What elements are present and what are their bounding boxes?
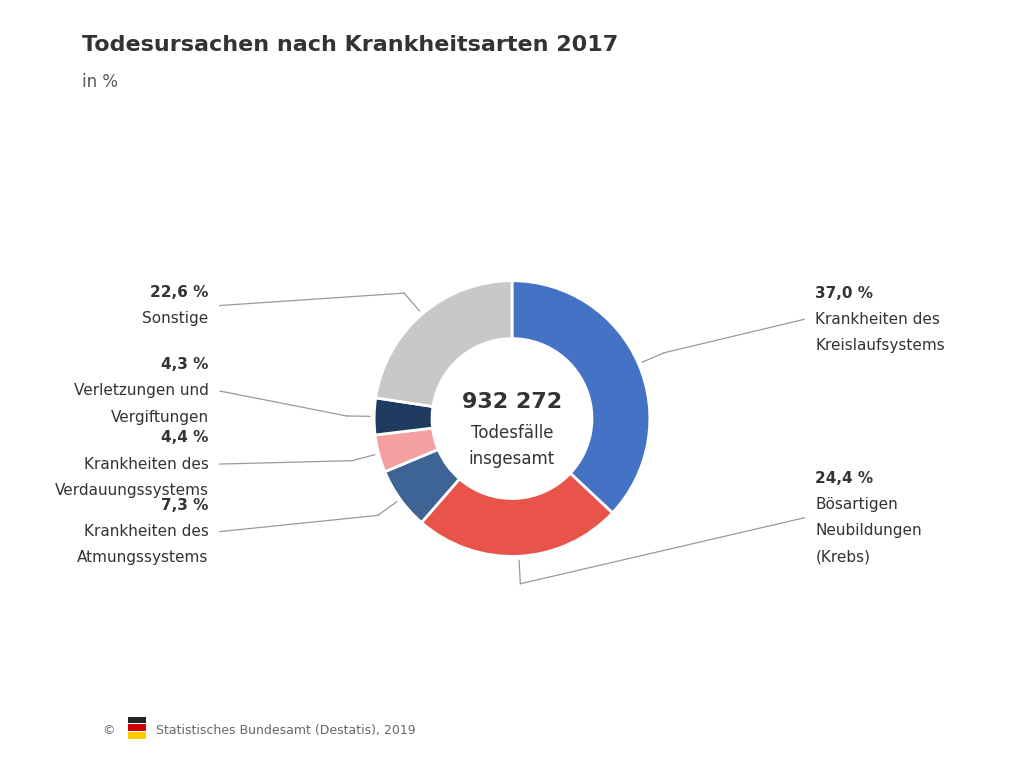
Text: 7,3 %: 7,3 % (162, 498, 209, 513)
Text: Krankheiten des: Krankheiten des (84, 456, 209, 472)
Wedge shape (422, 473, 612, 556)
Wedge shape (375, 428, 438, 472)
Wedge shape (376, 281, 512, 406)
Text: Verdauungssystems: Verdauungssystems (54, 483, 209, 498)
Wedge shape (512, 281, 650, 513)
Wedge shape (385, 449, 460, 522)
Text: 22,6 %: 22,6 % (151, 285, 209, 300)
Text: 24,4 %: 24,4 % (815, 471, 873, 486)
Text: Krankheiten des: Krankheiten des (84, 524, 209, 539)
Text: Todesfälle
insgesamt: Todesfälle insgesamt (469, 424, 555, 468)
Text: Statistisches Bundesamt (Destatis), 2019: Statistisches Bundesamt (Destatis), 2019 (156, 724, 416, 737)
Text: ©: © (102, 724, 115, 737)
Text: in %: in % (82, 73, 118, 91)
Text: Krankheiten des: Krankheiten des (815, 312, 940, 327)
Wedge shape (374, 398, 433, 435)
Text: Sonstige: Sonstige (142, 311, 209, 326)
Text: 4,3 %: 4,3 % (162, 357, 209, 372)
Text: Vergiftungen: Vergiftungen (111, 409, 209, 425)
Text: Verletzungen und: Verletzungen und (74, 383, 209, 399)
Text: Todesursachen nach Krankheitsarten 2017: Todesursachen nach Krankheitsarten 2017 (82, 35, 618, 55)
Text: Bösartigen: Bösartigen (815, 497, 898, 512)
Text: 37,0 %: 37,0 % (815, 286, 873, 300)
Text: 932 272: 932 272 (462, 392, 562, 412)
Text: Atmungssystems: Atmungssystems (78, 551, 209, 565)
Text: (Krebs): (Krebs) (815, 550, 870, 564)
Text: Neubildungen: Neubildungen (815, 524, 922, 538)
Text: 4,4 %: 4,4 % (162, 430, 209, 445)
Text: Kreislaufsystems: Kreislaufsystems (815, 338, 945, 353)
